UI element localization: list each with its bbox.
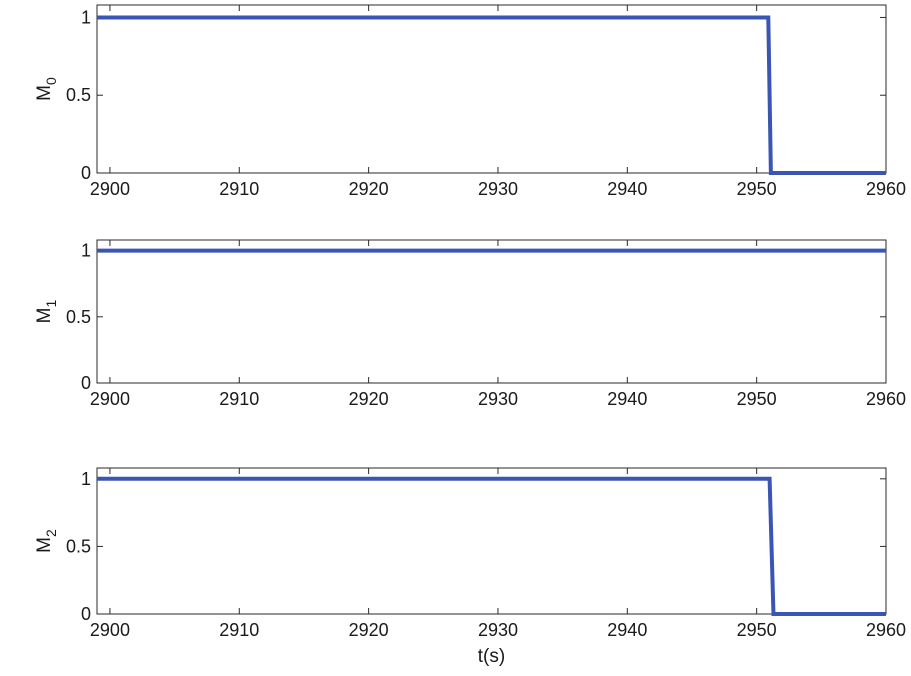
y-axis-label: M1	[34, 299, 59, 323]
x-tick-label: 2900	[90, 620, 130, 640]
series-line	[97, 476, 886, 616]
y-tick-label: 0.5	[66, 536, 91, 556]
subplot-0: 2900 2910 2920 2930 2940 2950 2960 0 0.5 1 M0	[34, 4, 906, 199]
x-tick-label: 2930	[478, 620, 518, 640]
y-tick-label: 1	[81, 241, 91, 261]
x-tick-label: 2910	[219, 179, 259, 199]
x-tick-label: 2950	[737, 179, 777, 199]
y-tick-label: 1	[81, 469, 91, 489]
plot-frame	[96, 467, 887, 615]
x-tick-label: 2960	[866, 620, 906, 640]
plot-frame	[96, 4, 887, 174]
y-tick-label: 0	[81, 604, 91, 624]
y-axis-label: M2	[34, 529, 59, 553]
x-tick-label: 2920	[349, 179, 389, 199]
x-tick-label: 2900	[90, 179, 130, 199]
x-tick-label: 2950	[737, 620, 777, 640]
x-tick-label: 2930	[478, 179, 518, 199]
y-tick-label: 0.5	[66, 307, 91, 327]
series-line	[97, 15, 886, 175]
x-tick-label: 2950	[737, 389, 777, 409]
y-tick-label: 0	[81, 373, 91, 393]
x-tick-label: 2900	[90, 389, 130, 409]
y-tick-label: 1	[81, 7, 91, 27]
x-axis-label: t(s)	[478, 646, 505, 667]
y-axis-label: M0	[34, 77, 59, 101]
y-tick-label: 0.5	[66, 85, 91, 105]
x-tick-label: 2940	[607, 389, 647, 409]
x-tick-label: 2910	[219, 620, 259, 640]
x-tick-label: 2910	[219, 389, 259, 409]
x-tick-label: 2960	[866, 179, 906, 199]
x-tick-label: 2960	[866, 389, 906, 409]
plot-frame	[96, 239, 887, 384]
x-tick-label: 2920	[349, 620, 389, 640]
x-tick-label: 2940	[607, 620, 647, 640]
y-tick-label: 0	[81, 163, 91, 183]
x-tick-label: 2920	[349, 389, 389, 409]
subplot-2: 2900 2910 2920 2930 2940 2950 2960 0 0.5 1 M2 t(s)	[34, 467, 906, 667]
x-tick-label: 2930	[478, 389, 518, 409]
x-tick-label: 2940	[607, 179, 647, 199]
subplot-1: 2900 2910 2920 2930 2940 2950 2960 0 0.5 1 M1	[34, 239, 906, 409]
